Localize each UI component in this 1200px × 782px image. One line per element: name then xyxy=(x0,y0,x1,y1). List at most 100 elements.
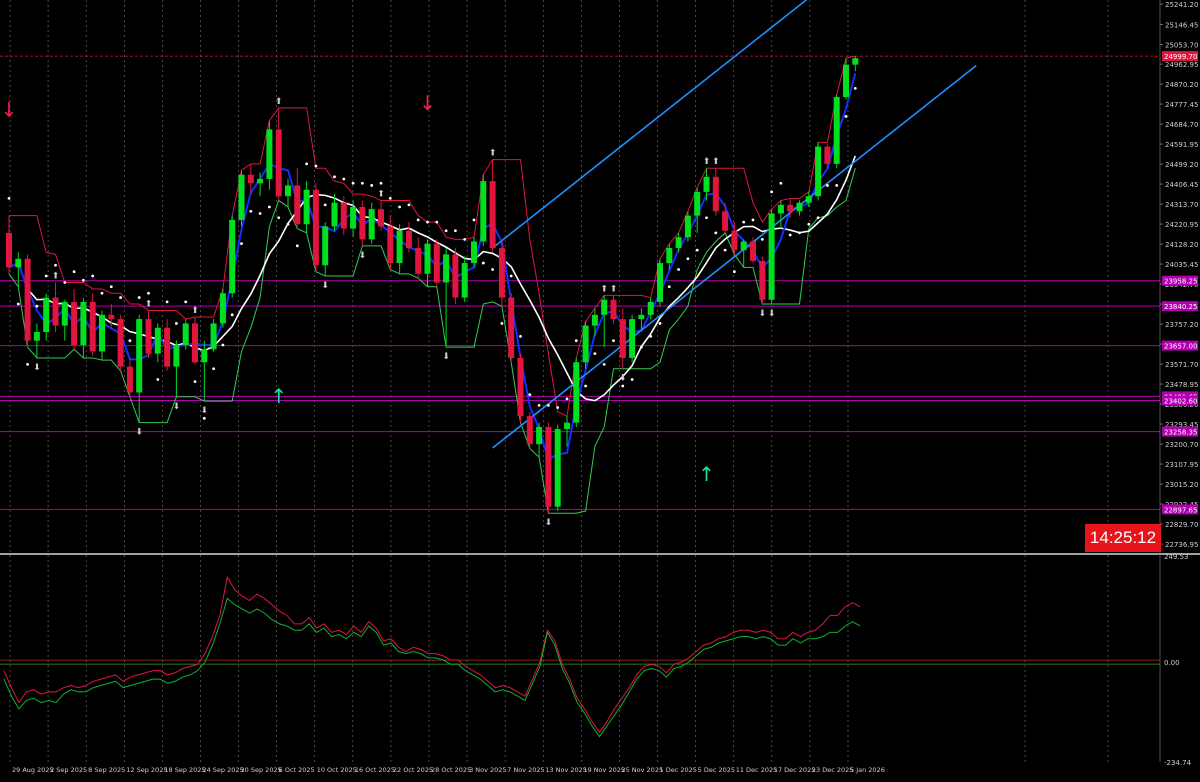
bullish-candle xyxy=(777,204,784,214)
date-axis-label: 6 Oct 2025 xyxy=(279,766,315,774)
price-axis-label: 22829.70 xyxy=(1165,521,1198,529)
fractal-up-marker: ⬆ xyxy=(275,97,283,107)
parabolic-sar-dot xyxy=(63,281,67,284)
bullish-candle xyxy=(43,297,50,333)
bullish-candle xyxy=(684,215,691,238)
regression-channel-upper xyxy=(492,0,808,249)
parabolic-sar-dot xyxy=(705,216,708,220)
bullish-candle xyxy=(815,146,822,197)
parabolic-sar-dot xyxy=(528,393,532,396)
parabolic-sar-dot xyxy=(565,397,569,401)
bearish-candle xyxy=(117,319,124,367)
parabolic-sar-dot xyxy=(426,220,429,224)
bullish-candle xyxy=(657,263,663,302)
parabolic-sar-dot xyxy=(444,229,448,233)
parabolic-sar-dot xyxy=(351,181,355,185)
price-tag xyxy=(1162,301,1198,312)
parabolic-sar-dot xyxy=(212,367,216,371)
parabolic-sar-dot xyxy=(491,268,494,271)
bullish-candle xyxy=(285,185,291,197)
parabolic-sar-dot xyxy=(826,184,829,187)
fractal-up-marker: ⬆ xyxy=(712,157,720,167)
price-tag xyxy=(1162,51,1198,62)
bullish-candle xyxy=(33,332,40,341)
bullish-candle xyxy=(303,189,310,225)
bearish-candle xyxy=(712,176,719,212)
date-axis-label: 11 Dec 2025 xyxy=(736,766,778,774)
parabolic-sar-dot xyxy=(119,296,122,299)
price-tag xyxy=(1162,275,1198,286)
bullish-candle xyxy=(573,362,580,423)
parabolic-sar-dot xyxy=(286,222,290,226)
parabolic-sar-dot xyxy=(202,416,206,420)
parabolic-sar-dot xyxy=(156,378,160,381)
date-axis-label: 1 Dec 2025 xyxy=(660,766,697,774)
price-axis-label: 23015.20 xyxy=(1165,481,1198,489)
date-axis-label: 7 Nov 2025 xyxy=(507,766,545,774)
parabolic-sar-dot xyxy=(798,231,801,235)
parabolic-sar-dot xyxy=(91,274,95,278)
parabolic-sar-dot xyxy=(221,343,225,347)
fractal-down-marker: ⬇ xyxy=(759,309,767,319)
price-axis-label: 23757.20 xyxy=(1165,321,1198,329)
date-axis-label: 19 Nov 2025 xyxy=(583,766,625,774)
bullish-candle xyxy=(582,325,589,363)
bearish-candle xyxy=(489,181,496,248)
parabolic-sar-dot xyxy=(547,403,550,407)
parabolic-sar-dot xyxy=(658,322,662,325)
date-axis-label: 22 Oct 2025 xyxy=(393,766,433,774)
parabolic-sar-dot xyxy=(249,209,253,213)
date-axis-label: 25 Nov 2025 xyxy=(621,766,663,774)
price-tag-label: 23840.25 xyxy=(1164,303,1197,311)
parabolic-sar-dot xyxy=(16,302,20,306)
parabolic-sar-dot xyxy=(128,339,132,343)
bullish-candle xyxy=(229,219,236,294)
price-tag xyxy=(1162,504,1198,515)
bearish-candle xyxy=(71,301,78,345)
bullish-candle xyxy=(805,196,812,203)
parabolic-sar-dot xyxy=(240,242,243,246)
bearish-candle xyxy=(275,129,282,197)
parabolic-sar-dot xyxy=(574,339,578,343)
price-axis-label: 24870.20 xyxy=(1165,81,1198,89)
bullish-candle xyxy=(843,64,849,98)
bullish-candle xyxy=(796,202,803,212)
parabolic-sar-dot xyxy=(35,304,39,308)
fractal-up-marker: ⬆ xyxy=(52,271,60,281)
bullish-candle xyxy=(266,129,273,179)
bullish-candle xyxy=(694,191,701,216)
parabolic-sar-dot xyxy=(435,220,439,224)
bearish-candle xyxy=(387,226,394,264)
parabolic-sar-dot xyxy=(714,231,718,235)
price-axis-label: 25053.70 xyxy=(1165,41,1198,49)
bullish-candle xyxy=(322,226,329,266)
bullish-candle xyxy=(154,327,161,354)
parabolic-sar-dot xyxy=(295,244,299,248)
parabolic-sar-dot xyxy=(760,237,764,241)
parabolic-sar-dot xyxy=(853,87,857,90)
bearish-candle xyxy=(52,297,59,326)
date-axis-label: 5 Dec 2025 xyxy=(698,766,735,774)
parabolic-sar-dot xyxy=(147,291,150,295)
blue-moving-average-line xyxy=(8,73,857,461)
date-axis-label: 24 Sep 2025 xyxy=(202,766,243,774)
bearish-candle xyxy=(433,243,440,283)
price-axis-label: 25241.20 xyxy=(1165,1,1198,9)
fractal-up-marker: ⬆ xyxy=(600,284,608,294)
date-axis-label: 12 Sep 2025 xyxy=(126,766,167,774)
fractal-up-marker: ⬆ xyxy=(145,300,153,310)
bullish-candle xyxy=(331,202,338,227)
bearish-candle xyxy=(545,426,552,507)
bearish-candle xyxy=(452,254,459,298)
bullish-candle xyxy=(675,237,682,248)
bullish-candle xyxy=(61,301,68,326)
parabolic-sar-dot xyxy=(695,248,699,252)
parabolic-sar-dot xyxy=(165,300,169,304)
bullish-candle xyxy=(210,323,217,350)
bearish-candle xyxy=(89,301,96,352)
parabolic-sar-dot xyxy=(54,263,57,267)
bearish-candle xyxy=(619,319,626,358)
fractal-up-marker: ⬆ xyxy=(489,149,497,159)
bullish-candle xyxy=(564,422,570,430)
